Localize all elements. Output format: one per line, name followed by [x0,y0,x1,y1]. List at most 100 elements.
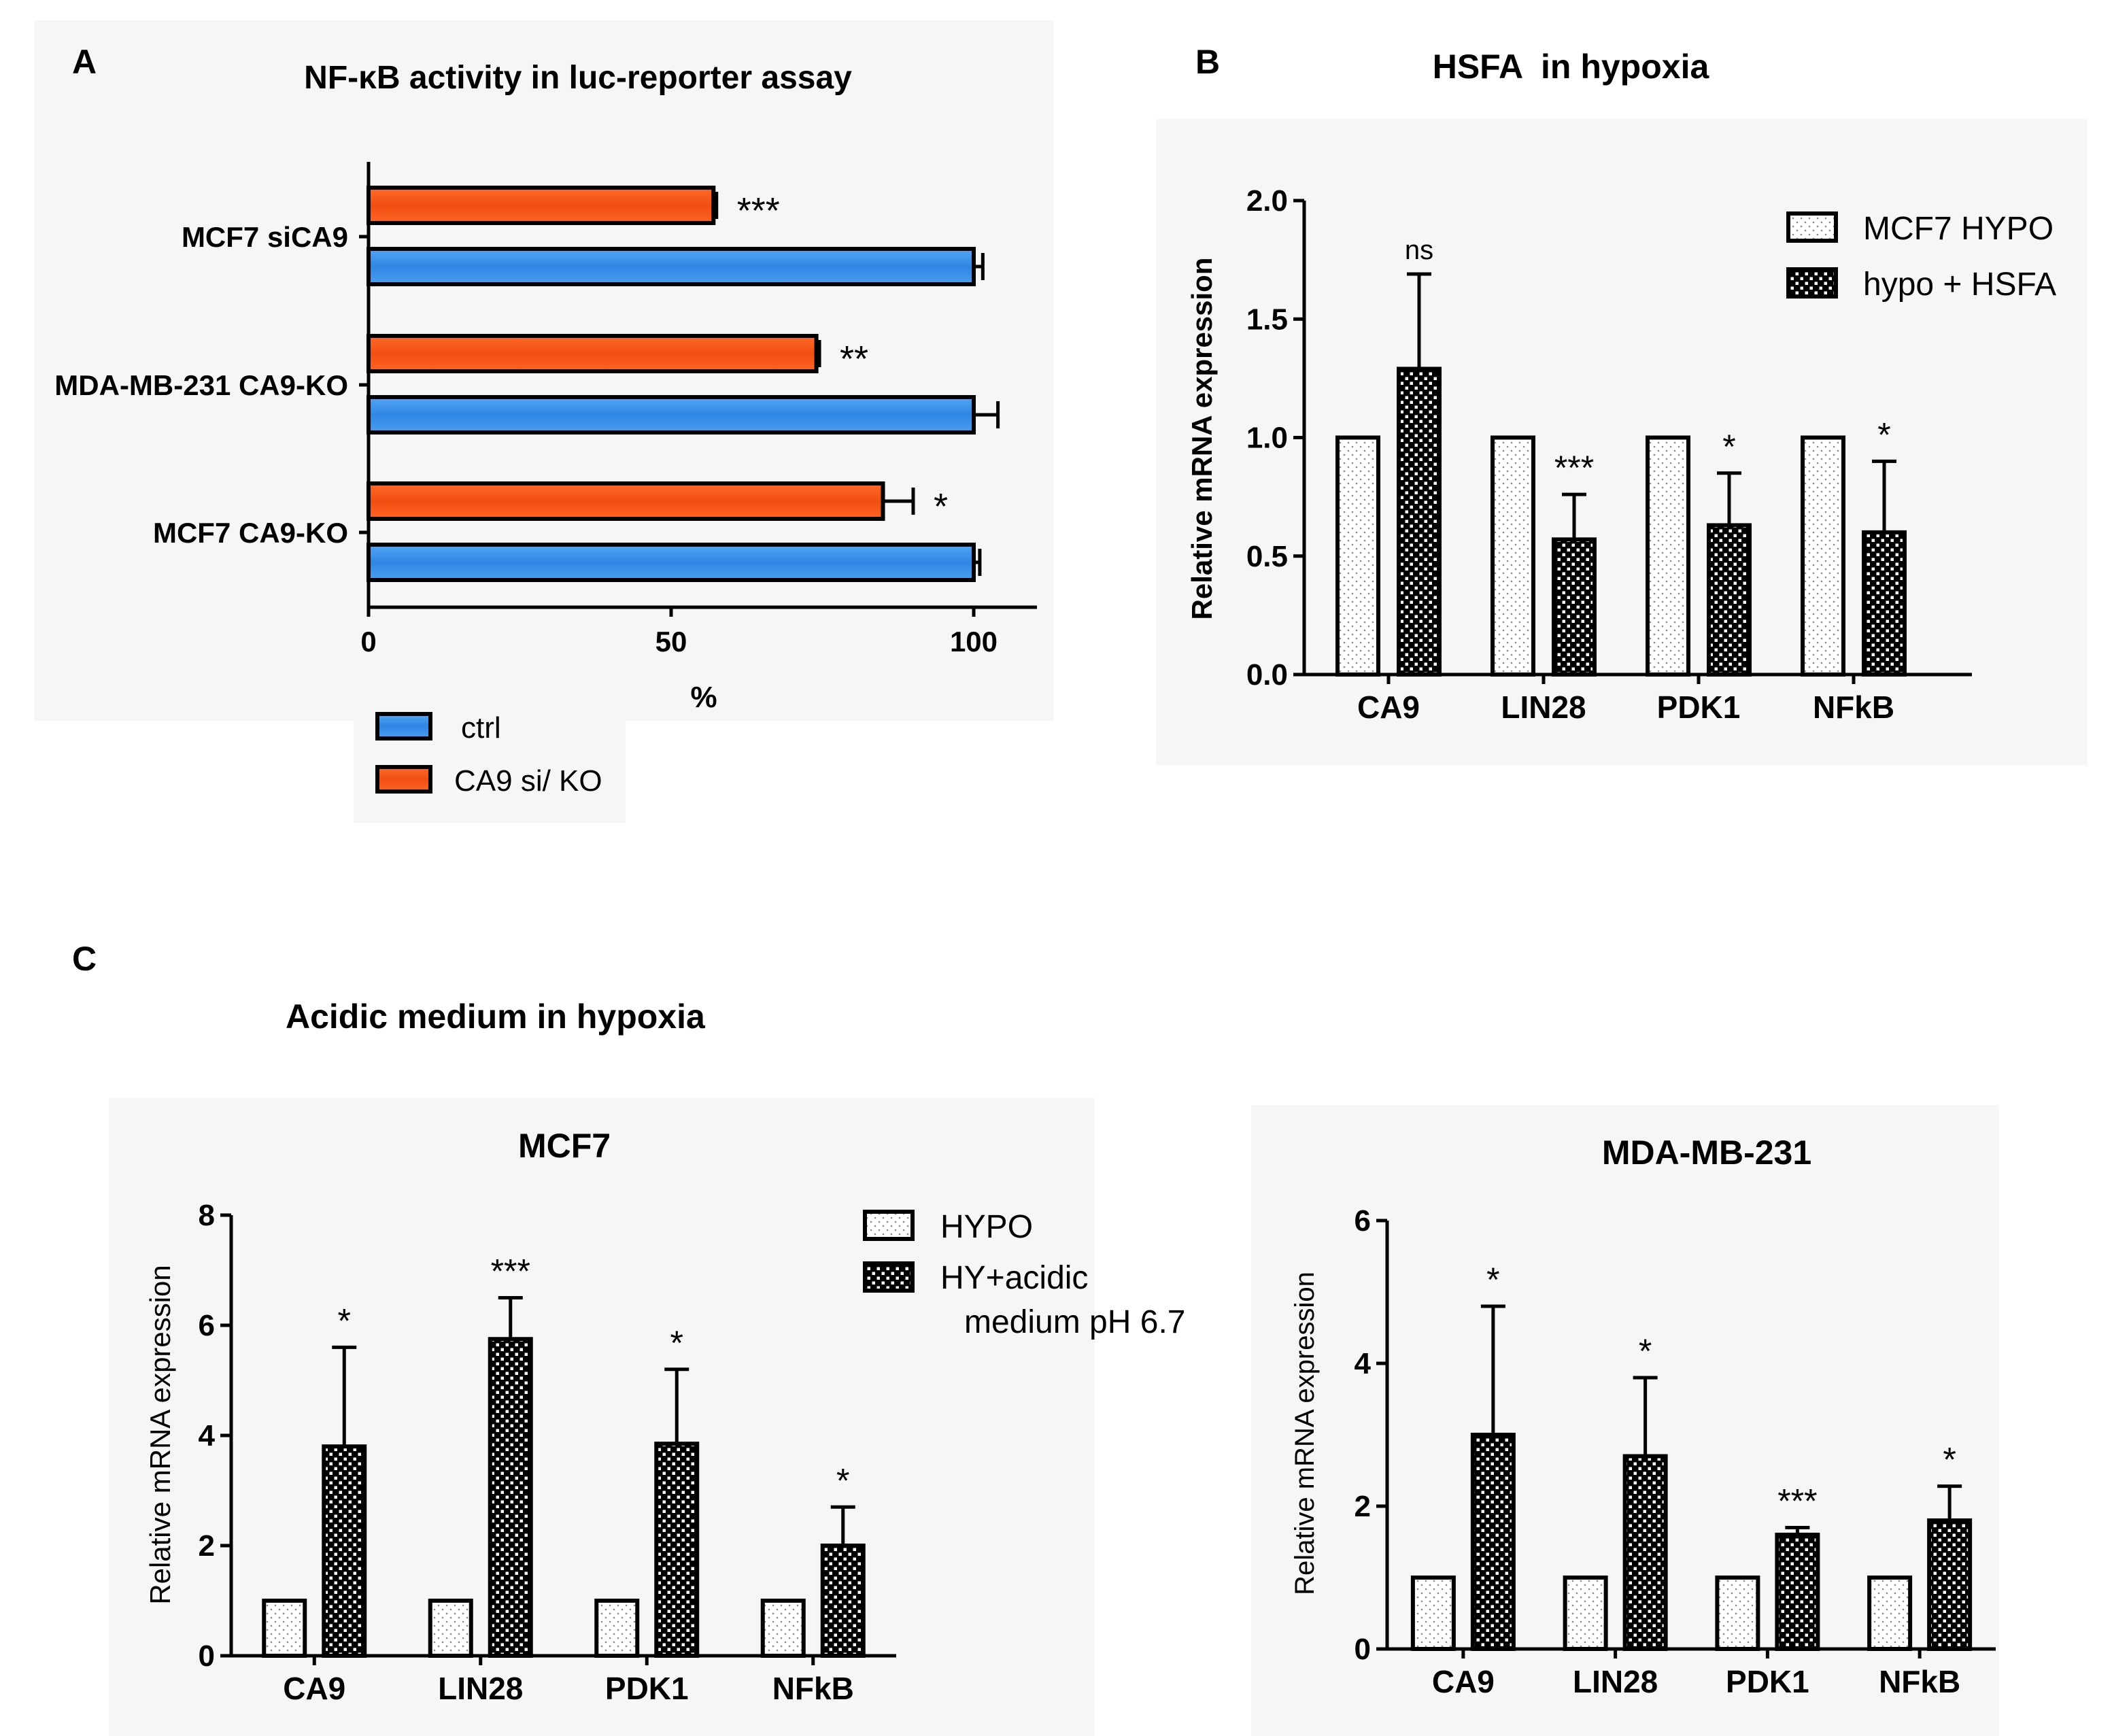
panel-b-chart: HSFA in hypoxia Relative mRNA expression… [1186,48,1972,725]
bar-treatment [488,1337,533,1658]
category-label: MDA-MB-231 CA9-KO [54,369,348,401]
bar-treatment [1927,1518,1973,1651]
legend-label-mcf7-hypo: MCF7 HYPO [1863,211,2054,247]
bar-treatment [1622,1454,1668,1651]
y-axis-label: Relative mRNA expression [144,1265,176,1605]
category-label: NFkB [772,1671,854,1706]
bar-control [1867,1576,1913,1651]
category-label: MCF7 siCA9 [182,221,348,253]
y-tick-label: 4 [199,1419,216,1452]
category-label: PDK1 [605,1671,689,1706]
bar-treatment [654,1442,700,1658]
panel-a-legend: ctrl CA9 si/ KO [375,711,602,798]
bar-control [1410,1576,1456,1651]
category-label: LIN28 [1573,1664,1658,1699]
category-label: CA9 [1432,1664,1495,1699]
bar-control [428,1599,473,1658]
panel-c-legend: HYPO HY+acidic medium pH 6.7 [863,1209,1185,1340]
x-tick-label: 50 [655,626,687,658]
significance-marker: * [1722,428,1735,466]
significance-marker: *** [1777,1482,1817,1520]
category-label: LIN28 [438,1671,523,1706]
panel-b-background [1156,119,2088,765]
bar-ca9-si-ko [367,186,716,225]
significance-marker: * [836,1461,849,1499]
bar-control [1563,1576,1608,1651]
bar-control [594,1599,640,1658]
legend-label-hypo-hsfa: hypo + HSFA [1863,267,2056,303]
legend-swatch-ca9-si-ko [375,765,432,794]
significance-marker: * [1639,1332,1652,1370]
category-label: MCF7 CA9-KO [153,517,348,549]
bar-control [1715,1576,1760,1651]
chart-title: HSFA in hypoxia [1433,48,1710,86]
bar-ca9-si-ko [367,481,885,521]
bar-treatment [1775,1533,1820,1651]
category-label: NFkB [1879,1664,1960,1699]
chart-title: NF-κB activity in luc-reporter assay [304,60,852,96]
x-tick-label: 100 [950,626,998,658]
figure-label-b: B [1195,43,1220,81]
category-label: PDK1 [1657,690,1741,725]
category-label: CA9 [1357,690,1420,725]
bar-control [760,1599,806,1658]
section-c-title: Acidic medium in hypoxia [286,998,706,1036]
y-tick-label: 0.5 [1246,540,1288,573]
legend-label-hy-acidic: HY+acidic [940,1260,1088,1296]
y-axis-label: Relative mRNA expression [1186,258,1218,620]
y-axis-label: Relative mRNA expression [1290,1272,1320,1595]
legend-label-medium-ph: medium pH 6.7 [964,1304,1185,1340]
bar-ctrl [367,395,976,435]
chart-title: MCF7 [518,1127,611,1165]
category-label: NFkB [1813,690,1894,725]
panel-c2-chart: MDA-MB-231 Relative mRNA expression 0 2 4 6… [1290,1134,1996,1699]
y-tick-label: 1.0 [1246,422,1288,455]
bar-treatment [1862,530,1907,677]
y-tick-label: 0 [199,1639,215,1673]
bar-treatment [820,1544,866,1658]
panel-b-legend: MCF7 HYPO hypo + HSFA [1786,211,2056,303]
x-tick-label: 0 [360,626,376,658]
significance-marker: * [1486,1261,1499,1299]
panel-c1-chart: MCF7 Relative mRNA expression 0 2 4 6 8 CA9 * L… [144,1127,896,1706]
significance-marker: * [670,1324,683,1362]
y-tick-label: 6 [199,1309,215,1342]
bar-ctrl [367,543,976,582]
bar-treatment [1397,367,1442,677]
x-axis-label: % [690,681,717,714]
bar-treatment [1552,537,1597,677]
significance-marker: *** [737,190,780,231]
bar-control [1646,435,1690,677]
y-tick-label: 4 [1355,1347,1372,1380]
significance-marker: ns [1405,235,1433,265]
bar-control [1491,435,1535,677]
y-tick-label: 2 [1355,1490,1371,1523]
significance-marker: *** [1554,449,1594,487]
significance-marker: * [338,1301,351,1340]
significance-marker: * [1943,1441,1956,1479]
legend-label-ca9-si-ko: CA9 si/ KO [454,764,602,798]
significance-marker: * [1877,415,1890,454]
legend-swatch-mcf7-hypo [1786,211,1838,243]
bar-treatment [322,1444,367,1658]
category-label: PDK1 [1726,1664,1809,1699]
y-tick-label: 2 [199,1529,215,1563]
bar-ca9-si-ko [367,334,819,373]
category-label: CA9 [283,1671,345,1706]
significance-marker: * [934,486,948,527]
y-tick-label: 2.0 [1246,184,1288,218]
bar-ctrl [367,247,976,286]
y-tick-label: 1.5 [1246,303,1288,336]
bar-control [1801,435,1845,677]
legend-label-ctrl: ctrl [461,711,501,745]
chart-title: MDA-MB-231 [1602,1134,1811,1172]
panel-a-chart: NF-κB activity in luc-reporter assay % 0… [54,60,1037,714]
legend-swatch-hypo-hsfa [1786,267,1838,299]
figure-label-c: C [72,940,97,978]
figure-label-a: A [72,43,97,81]
bar-control [262,1599,307,1658]
y-tick-label: 0 [1355,1633,1371,1666]
legend-swatch-ctrl [375,712,432,741]
bar-control [1335,435,1380,677]
